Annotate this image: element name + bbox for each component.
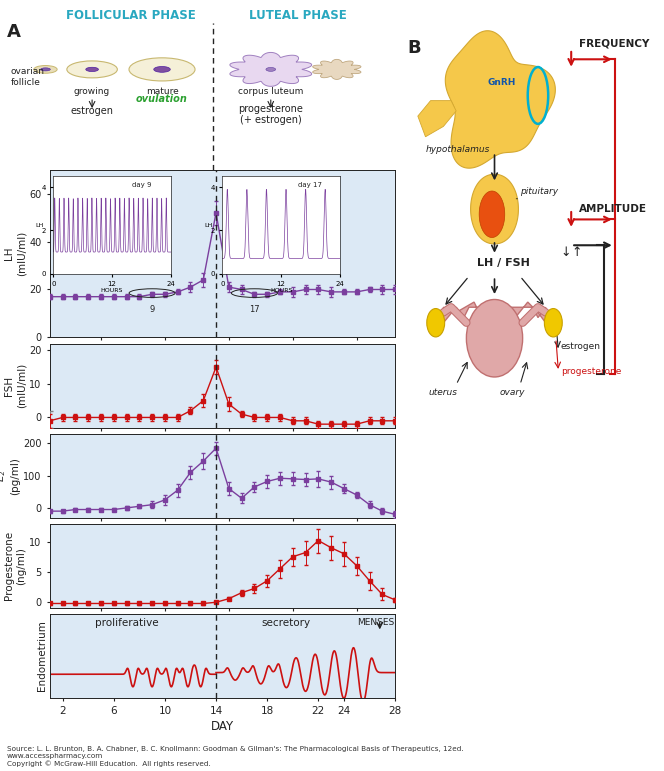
Text: ↑: ↑ [571,246,582,258]
Text: AMPLITUDE: AMPLITUDE [579,204,647,214]
Text: uterus: uterus [429,388,458,397]
Text: mature: mature [145,87,179,96]
Y-axis label: Endometrium: Endometrium [37,621,47,692]
Text: A: A [7,23,21,41]
Text: secretory: secretory [262,618,311,628]
Text: ovary: ovary [499,388,525,397]
Text: LUTEAL PHASE: LUTEAL PHASE [249,8,347,22]
Y-axis label: LH
(mIU/ml): LH (mIU/ml) [4,231,27,276]
Text: progesterone
(+ estrogen): progesterone (+ estrogen) [238,104,303,126]
Text: LH / FSH: LH / FSH [477,258,529,268]
Ellipse shape [544,308,562,337]
Text: Source: L. L. Brunton, B. A. Chabner, B. C. Knollmann: Goodman & Gilman's: The P: Source: L. L. Brunton, B. A. Chabner, B.… [7,746,463,767]
Ellipse shape [86,67,98,72]
Ellipse shape [67,61,118,78]
Ellipse shape [129,58,195,81]
Ellipse shape [41,68,50,71]
Y-axis label: Progesterone
(ng/ml): Progesterone (ng/ml) [4,531,27,601]
Ellipse shape [266,68,276,72]
X-axis label: DAY: DAY [211,720,234,733]
Polygon shape [418,100,456,136]
Text: ↓: ↓ [561,246,571,258]
Text: ovulation: ovulation [136,94,188,104]
Polygon shape [479,191,505,237]
Text: pituitary: pituitary [520,187,558,196]
Text: progesterone: progesterone [561,368,622,376]
Text: corpus luteum: corpus luteum [238,87,303,96]
Text: proliferative: proliferative [95,618,158,628]
Text: growing: growing [74,87,110,96]
Polygon shape [444,302,546,343]
Text: FOLLICULAR PHASE: FOLLICULAR PHASE [66,8,196,22]
Polygon shape [471,174,519,244]
Text: hypothalamus: hypothalamus [426,145,490,154]
Y-axis label: $E_2$
(pg/ml): $E_2$ (pg/ml) [0,456,20,494]
Text: GnRH: GnRH [488,78,517,87]
Text: 9: 9 [149,305,155,314]
Polygon shape [230,52,311,86]
Ellipse shape [154,66,170,72]
Text: MENSES: MENSES [357,618,394,627]
Y-axis label: FSH
(mIU/ml): FSH (mIU/ml) [4,363,27,408]
Ellipse shape [466,299,523,377]
Text: 17: 17 [249,305,260,314]
Text: B: B [408,39,421,56]
Ellipse shape [34,66,57,73]
Text: FREQUENCY: FREQUENCY [579,39,649,49]
Text: estrogen: estrogen [561,342,601,351]
Text: estrogen: estrogen [70,106,114,116]
Polygon shape [446,31,555,168]
Ellipse shape [427,308,445,337]
Polygon shape [313,59,361,79]
Text: ovarian
follicle: ovarian follicle [11,67,44,87]
